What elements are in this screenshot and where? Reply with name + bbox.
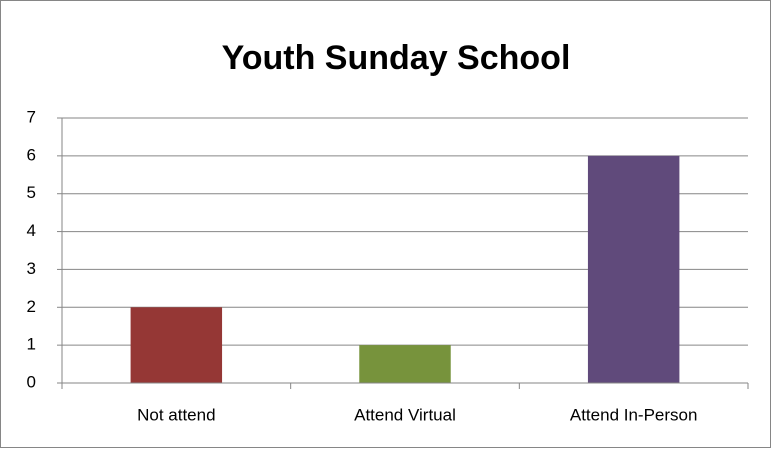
y-tick-label: 1: [27, 335, 36, 354]
y-tick-label: 0: [27, 372, 36, 391]
x-tick-label: Attend Virtual: [354, 405, 456, 424]
chart-title: Youth Sunday School: [222, 39, 571, 77]
x-tick-label: Attend In-Person: [570, 405, 698, 424]
y-tick-label: 6: [27, 145, 36, 164]
y-tick-label: 5: [27, 183, 36, 202]
y-tick-label: 4: [27, 221, 36, 240]
bar: [587, 155, 680, 383]
bar: [359, 345, 451, 383]
y-tick-label: 7: [27, 107, 36, 126]
y-tick-label: 2: [27, 297, 36, 316]
y-tick-label: 3: [27, 259, 36, 278]
x-tick-label: Not attend: [137, 405, 215, 424]
bar: [130, 307, 223, 383]
